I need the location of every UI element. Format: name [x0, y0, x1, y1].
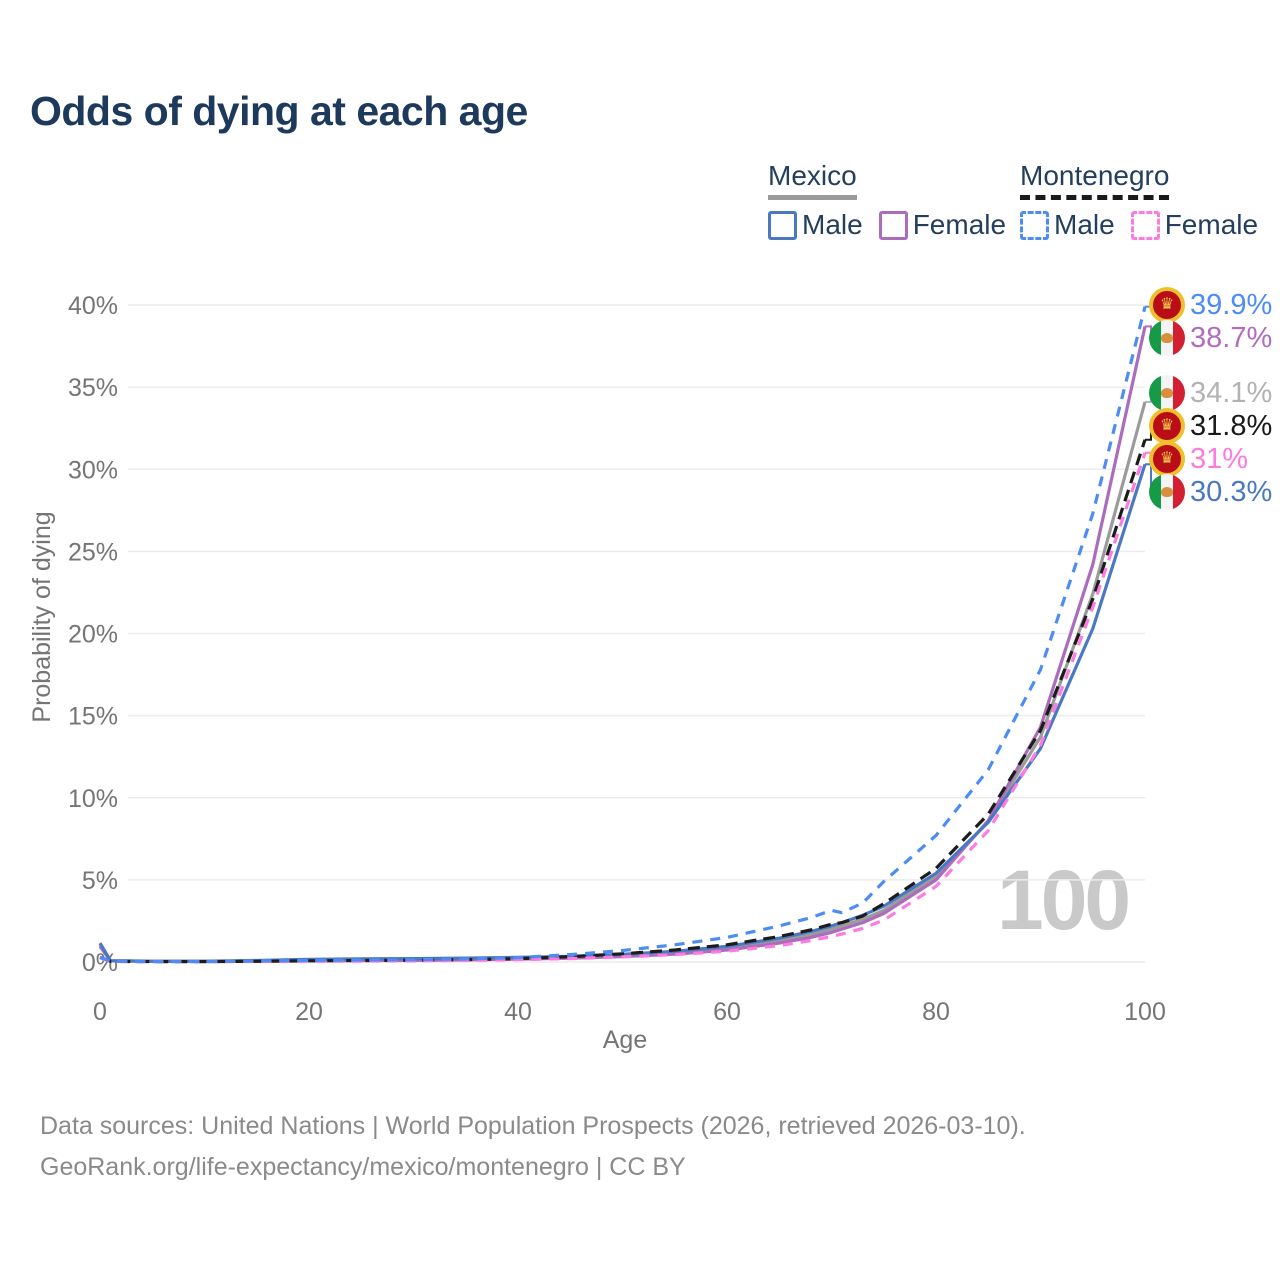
- legend-row-mexico: Male Female: [768, 209, 1022, 241]
- page-title: Odds of dying at each age: [30, 88, 528, 134]
- y-tick-label: 0%: [82, 949, 118, 977]
- x-tick-label: 60: [713, 998, 741, 1026]
- x-tick-label: 20: [295, 998, 323, 1026]
- y-tick-label: 30%: [68, 456, 118, 484]
- legend-item-label: Female: [1164, 209, 1259, 240]
- montenegro-female-swatch-icon: [1130, 210, 1160, 240]
- series-line-mexico-both: [98, 401, 1147, 963]
- montenegro-male-swatch-icon: [1020, 210, 1049, 240]
- y-tick-label: 10%: [68, 785, 118, 813]
- mexico-male-swatch-icon: [768, 210, 797, 240]
- legend-item-label: Male: [1054, 209, 1115, 240]
- montenegro-flag-icon: ♛: [1149, 441, 1185, 477]
- legend-item-montenegro-female[interactable]: Female: [1130, 209, 1259, 241]
- series-line-mexico-male: [98, 463, 1147, 963]
- legend-row-montenegro: Male Female: [1020, 209, 1274, 241]
- end-value-label-montenegro-female: 31%: [1190, 443, 1249, 475]
- legend-item-mexico-female[interactable]: Female: [878, 209, 1007, 241]
- montenegro-flag-icon: ♛: [1149, 408, 1185, 444]
- eagle-emblem-icon: [1161, 388, 1173, 398]
- y-tick-label: 15%: [68, 703, 118, 731]
- x-tick-label: 0: [93, 998, 107, 1026]
- legend-item-mexico-male[interactable]: Male: [768, 209, 863, 241]
- end-value-label-mexico-both-sexes: 34.1%: [1190, 377, 1273, 409]
- eagle-crest-icon: ♛: [1159, 415, 1175, 434]
- end-value-label-mexico-male: 30.3%: [1190, 476, 1273, 508]
- y-tick-label: 35%: [68, 374, 118, 402]
- mexico-female-swatch-icon: [878, 210, 908, 240]
- x-axis-title: Age: [603, 1026, 647, 1054]
- hovered-age-watermark: 100: [997, 853, 1131, 947]
- eagle-emblem-icon: [1161, 333, 1173, 343]
- footer-data-sources: Data sources: United Nations | World Pop…: [40, 1112, 1026, 1140]
- x-tick-label: 100: [1124, 998, 1166, 1026]
- montenegro-flag-icon: ♛: [1149, 287, 1185, 323]
- legend-country-montenegro: Montenegro: [1020, 160, 1170, 200]
- footer-attribution: GeoRank.org/life-expectancy/mexico/monte…: [40, 1153, 686, 1181]
- series-line-mexico-female: [98, 326, 1147, 963]
- legend-item-label: Female: [912, 209, 1007, 240]
- mexico-flag-icon: [1149, 375, 1185, 411]
- end-value-label-mexico-female: 38.7%: [1190, 322, 1273, 354]
- mexico-flag-icon: [1149, 320, 1185, 356]
- mexico-flag-icon: [1149, 474, 1185, 510]
- x-tick-label: 40: [504, 998, 532, 1026]
- series-line-montenegro-male: [99, 306, 1147, 964]
- y-axis-title: Probability of dying: [28, 511, 56, 722]
- legend-country-mexico: Mexico: [768, 160, 857, 200]
- legend-group-mexico: Mexico Male Female: [768, 160, 1022, 241]
- eagle-crest-icon: ♛: [1159, 294, 1175, 313]
- end-value-label-montenegro-male: 39.9%: [1190, 289, 1273, 321]
- eagle-crest-icon: ♛: [1159, 448, 1175, 467]
- eagle-emblem-icon: [1161, 487, 1173, 497]
- series-line-montenegro-both: [99, 439, 1147, 964]
- legend-item-label: Male: [802, 209, 863, 240]
- legend-group-montenegro: Montenegro Male Female: [1020, 160, 1274, 241]
- y-tick-label: 40%: [68, 292, 118, 320]
- y-tick-label: 25%: [68, 538, 118, 566]
- y-tick-label: 20%: [68, 621, 118, 649]
- x-tick-label: 80: [922, 998, 950, 1026]
- series-line-montenegro-female: [99, 452, 1147, 964]
- end-value-label-montenegro-both-sexes: 31.8%: [1190, 410, 1273, 442]
- footer: Data sources: United Nations | World Pop…: [40, 1106, 1026, 1188]
- legend-item-montenegro-male[interactable]: Male: [1020, 209, 1115, 241]
- y-tick-label: 5%: [82, 867, 118, 895]
